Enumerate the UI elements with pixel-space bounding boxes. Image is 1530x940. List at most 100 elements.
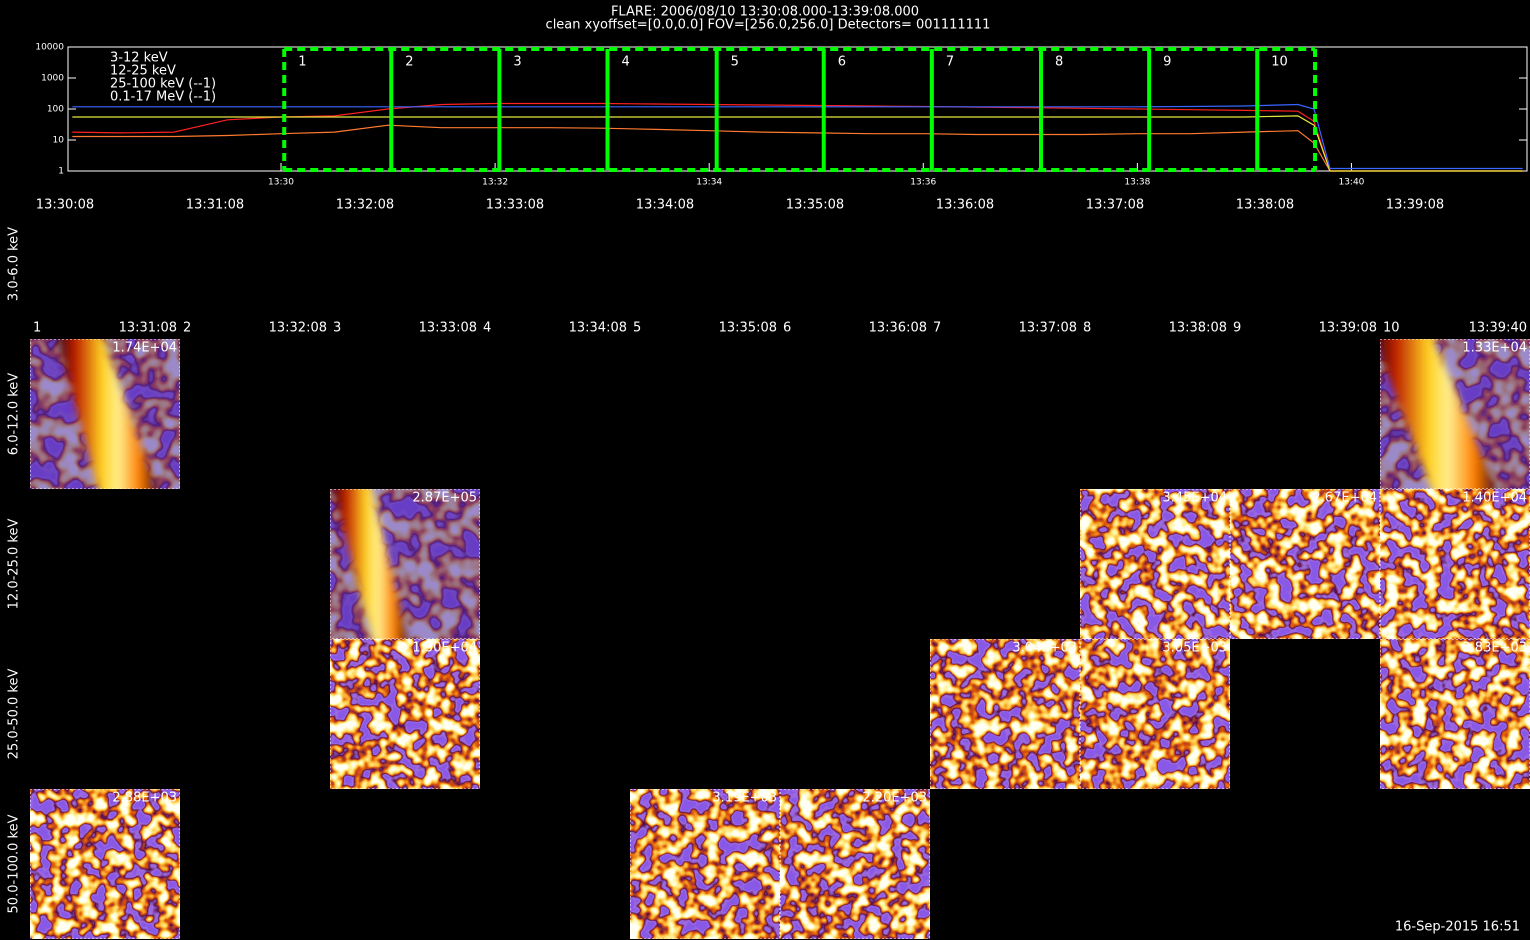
image-border [1380, 489, 1530, 639]
energy-label: 25.0-50.0 keV [7, 669, 22, 760]
time-label: 13:32:08 [336, 198, 394, 213]
image-noise [330, 639, 480, 789]
column-time: 13:35:08 [719, 321, 777, 336]
x-tick-label: 13:32 [482, 178, 508, 188]
column-number: 7 [933, 321, 941, 336]
subtitle: clean xyoffset=[0.0,0.0] FOV=[256.0,256.… [546, 18, 991, 33]
image-peak-label: 1.40E+04 [1462, 491, 1527, 506]
image-border [1080, 639, 1230, 789]
column-time: 13:39:08 [1319, 321, 1377, 336]
x-tick-label: 13:34 [696, 178, 722, 188]
time-label: 13:31:08 [186, 198, 244, 213]
x-tick-label: 13:36 [910, 178, 936, 188]
image-flare-band [332, 489, 408, 639]
image-peak-label: 3.19E+03 [712, 791, 777, 806]
energy-label: 6.0-12.0 keV [7, 373, 22, 456]
image-peak-label: 2.67E+04 [1312, 491, 1377, 506]
legend-entry: 25-100 keV (--1) [110, 77, 216, 92]
time-label: 13:39:08 [1386, 198, 1444, 213]
image-peak-label: 1.74E+04 [112, 341, 177, 356]
y-tick-label: 1000 [41, 74, 64, 84]
series-line [72, 103, 1523, 170]
y-tick-label: 100 [47, 105, 64, 115]
column-number: 3 [333, 321, 341, 336]
interval-label: 8 [1055, 55, 1063, 70]
image-panel [330, 489, 480, 639]
image-noise [1080, 639, 1230, 789]
image-border [1380, 639, 1530, 789]
image-panel [630, 789, 780, 939]
column-number: 1 [33, 321, 41, 336]
interval-label: 5 [731, 55, 739, 70]
x-tick-label: 13:40 [1338, 178, 1364, 188]
image-noise [780, 789, 930, 939]
image-noise [1230, 489, 1380, 639]
image-peak-label: 3.05E+03 [1162, 641, 1227, 656]
series-line [72, 124, 1523, 172]
image-border [1380, 339, 1530, 489]
image-panel [930, 639, 1080, 789]
x-tick-label: 13:30 [268, 178, 294, 188]
interval-label: 1 [298, 55, 306, 70]
interval-label: 4 [621, 55, 629, 70]
image-panel [780, 789, 930, 939]
image-border [780, 789, 930, 939]
image-peak-label: 3.45E+04 [1162, 491, 1227, 506]
image-flare-band [57, 339, 157, 489]
image-border [1230, 489, 1380, 639]
image-noise [930, 639, 1080, 789]
column-time: 13:39:40 [1469, 321, 1527, 336]
time-label: 13:37:08 [1086, 198, 1144, 213]
image-border [30, 339, 180, 489]
column-number: 10 [1383, 321, 1400, 336]
image-border [330, 489, 480, 639]
column-number: 8 [1083, 321, 1091, 336]
image-panel [1230, 489, 1380, 639]
image-noise [30, 789, 180, 939]
image-panel [30, 339, 180, 489]
column-number: 2 [183, 321, 191, 336]
legend-entry: 3-12 keV [110, 51, 168, 66]
image-border [30, 789, 180, 939]
interval-label: 3 [513, 55, 521, 70]
image-peak-label: 2.88E+03 [112, 791, 177, 806]
image-panel [1380, 639, 1530, 789]
image-panel [1380, 339, 1530, 489]
interval-label: 10 [1271, 55, 1288, 70]
column-time: 13:36:08 [869, 321, 927, 336]
image-border [1080, 489, 1230, 639]
time-label: 13:30:08 [36, 198, 94, 213]
y-tick-label: 1 [58, 167, 64, 177]
time-label: 13:35:08 [786, 198, 844, 213]
image-panel [1380, 489, 1530, 639]
column-time: 13:33:08 [419, 321, 477, 336]
image-noise [630, 789, 780, 939]
legend-entry: 12-25 keV [110, 64, 176, 79]
interval-label: 9 [1163, 55, 1171, 70]
footer-date: 16-Sep-2015 16:51 [1395, 920, 1520, 935]
legend-entry: 0.1-17 MeV (--1) [110, 90, 216, 105]
interval-label: 2 [405, 55, 413, 70]
image-panel [30, 789, 180, 939]
interval-label: 6 [838, 55, 846, 70]
time-label: 13:34:08 [636, 198, 694, 213]
image-peak-label: 3.04E+03 [1012, 641, 1077, 656]
image-noise [1380, 639, 1530, 789]
image-noise [1080, 489, 1230, 639]
series-line [72, 115, 1523, 172]
column-number: 5 [633, 321, 641, 336]
interval-label: 7 [946, 55, 954, 70]
title: FLARE: 2006/08/10 13:30:08.000-13:39:08.… [611, 5, 919, 20]
x-tick-label: 13:38 [1124, 178, 1150, 188]
image-peak-label: 2.87E+05 [412, 491, 477, 506]
image-panel [1080, 639, 1230, 789]
image-flare-band [1380, 339, 1496, 489]
image-noise [1380, 489, 1530, 639]
column-number: 9 [1233, 321, 1241, 336]
energy-label: 50.0-100.0 keV [7, 814, 22, 913]
y-tick-label: 10 [53, 136, 65, 146]
column-time: 13:31:08 [119, 321, 177, 336]
